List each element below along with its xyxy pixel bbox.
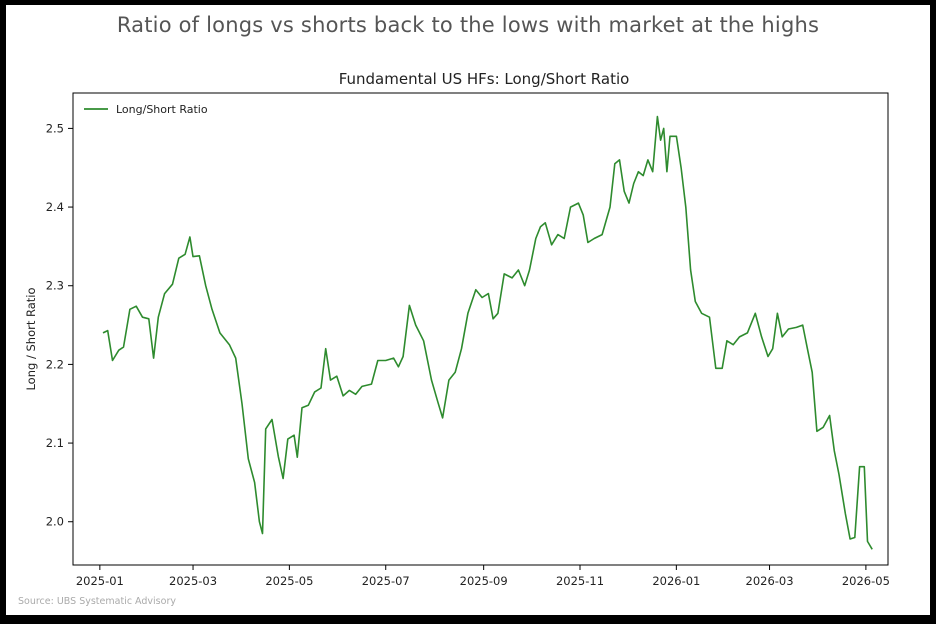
y-axis: 2.0 2.1 2.2 2.3 2.4 2.5 xyxy=(46,121,73,529)
x-tick-label: 2026-01 xyxy=(652,574,700,588)
x-tick-label: 2026-03 xyxy=(746,574,794,588)
x-tick-label: 2025-07 xyxy=(362,574,410,588)
x-tick-label: 2025-11 xyxy=(556,574,604,588)
legend: Long/Short Ratio xyxy=(84,103,208,116)
y-tick-label: 2.3 xyxy=(46,279,64,293)
chart-panel: Ratio of longs vs shorts back to the low… xyxy=(6,5,930,615)
y-tick-label: 2.2 xyxy=(46,357,64,371)
x-tick-label: 2026-05 xyxy=(842,574,890,588)
x-tick-label: 2025-03 xyxy=(169,574,217,588)
y-tick-label: 2.4 xyxy=(46,200,64,214)
y-tick-label: 2.5 xyxy=(46,121,64,135)
x-tick-label: 2025-05 xyxy=(265,574,313,588)
legend-label: Long/Short Ratio xyxy=(116,103,208,116)
x-tick-label: 2025-09 xyxy=(460,574,508,588)
chart-title: Fundamental US HFs: Long/Short Ratio xyxy=(339,70,630,88)
series-line-long-short-ratio xyxy=(102,115,873,550)
y-tick-label: 2.1 xyxy=(46,436,64,450)
line-chart: Fundamental US HFs: Long/Short Ratio 2.0… xyxy=(24,70,890,588)
headline: Ratio of longs vs shorts back to the low… xyxy=(116,13,820,37)
plot-area-frame xyxy=(72,92,889,566)
source-note: Source: UBS Systematic Advisory xyxy=(18,596,176,607)
x-axis: 2025-01 2025-03 2025-05 2025-07 2025-09 2025-… xyxy=(76,565,890,588)
y-axis-label: Long / Short Ratio xyxy=(24,287,38,390)
y-tick-label: 2.0 xyxy=(46,515,64,529)
x-tick-label: 2025-01 xyxy=(76,574,124,588)
